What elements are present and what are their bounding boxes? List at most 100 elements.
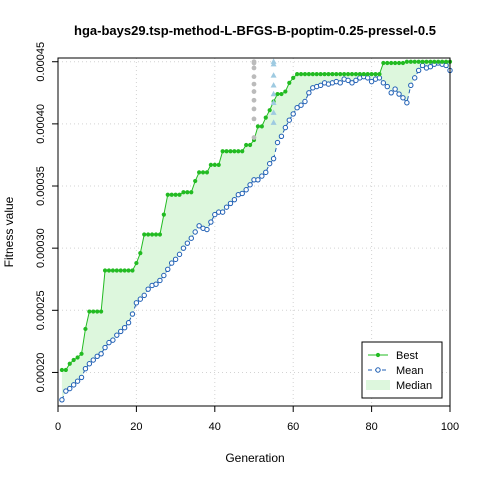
mean-point <box>125 320 132 326</box>
outlier-circle <box>251 89 257 94</box>
mean-point <box>145 286 151 292</box>
best-point <box>412 59 417 64</box>
best-point <box>377 72 382 77</box>
best-point <box>310 72 315 77</box>
x-tick-label: 80 <box>365 421 377 433</box>
legend-label: Median <box>396 380 432 392</box>
mean-point <box>278 133 285 140</box>
legend-swatch-median <box>366 380 390 390</box>
best-point <box>216 162 221 167</box>
mean-point <box>274 139 281 146</box>
mean-point <box>247 182 253 188</box>
outlier-triangle <box>270 99 277 105</box>
mean-point <box>129 311 136 317</box>
mean-point <box>176 251 183 258</box>
mean-point <box>161 272 167 279</box>
best-point <box>153 232 159 237</box>
mean-line <box>61 62 451 400</box>
outlier-circle <box>251 74 257 80</box>
x-axis-label: Generation <box>225 451 284 465</box>
best-point <box>381 60 386 66</box>
best-point <box>208 162 213 167</box>
mean-point <box>243 187 249 193</box>
best-point <box>428 59 433 64</box>
best-point <box>75 355 80 360</box>
x-tick-label: 0 <box>55 421 61 433</box>
mean-point <box>290 111 296 117</box>
best-point <box>236 149 241 154</box>
mean-point <box>404 100 410 106</box>
best-point <box>71 357 76 363</box>
best-point <box>193 178 198 184</box>
x-tick-label: 20 <box>130 421 142 433</box>
best-point <box>200 170 206 175</box>
best-point <box>400 60 406 66</box>
outlier-triangle <box>270 82 277 88</box>
best-point <box>263 115 268 120</box>
best-point <box>373 72 378 77</box>
mean-point <box>180 245 187 251</box>
best-point <box>291 75 296 80</box>
best-point <box>283 89 288 94</box>
best-point <box>181 190 186 195</box>
best-point <box>385 60 390 66</box>
best-series <box>59 59 453 373</box>
mean-point <box>219 209 226 215</box>
best-point <box>408 59 413 64</box>
chart-title: hga-bays29.tsp-method-L-BFGS-B-poptim-0.… <box>74 23 436 38</box>
mean-point <box>427 64 434 70</box>
outlier-circle <box>251 106 257 112</box>
best-point <box>389 60 394 66</box>
best-point <box>334 72 339 77</box>
outlier-triangle <box>270 119 277 125</box>
mean-point <box>70 382 77 388</box>
best-point <box>255 124 261 129</box>
mean-point <box>384 83 390 90</box>
mean-point <box>255 177 261 183</box>
best-point <box>114 268 119 273</box>
mean-point <box>353 77 359 84</box>
mean-point <box>102 344 108 351</box>
mean-point <box>337 80 343 86</box>
axes: 0 20 40 60 80 100 0.00020 0.00025 0.00030 0.00035… <box>35 42 459 433</box>
legend-label: Best <box>396 350 418 362</box>
best-point <box>416 59 421 64</box>
best-point <box>212 162 217 167</box>
outlier-circle <box>251 60 257 66</box>
best-point <box>275 91 280 97</box>
best-point <box>110 268 115 273</box>
best-point <box>138 251 143 256</box>
y-tick-label: 0.00025 <box>35 290 47 330</box>
mean-point <box>184 240 191 246</box>
best-point <box>157 232 163 237</box>
legend-point-mean <box>375 367 381 373</box>
best-point <box>83 326 88 332</box>
outlier-triangle <box>270 72 277 78</box>
mean-point <box>286 117 292 123</box>
outlier-triangle <box>270 90 277 97</box>
mean-point <box>74 378 81 384</box>
y-axis-label: Fitness value <box>2 196 16 267</box>
outlier-circle <box>251 65 257 71</box>
best-point <box>197 170 202 175</box>
mean-point <box>172 256 179 263</box>
best-point <box>122 268 127 273</box>
mean-point <box>239 190 245 197</box>
mean-point <box>192 229 198 235</box>
best-point <box>318 72 323 77</box>
best-point <box>330 72 335 77</box>
best-point <box>118 268 123 273</box>
best-point <box>349 72 355 77</box>
mean-point <box>94 353 100 359</box>
mean-point <box>153 281 159 287</box>
mean-point <box>317 82 324 89</box>
best-point <box>102 268 108 273</box>
best-point <box>361 72 366 77</box>
mean-point <box>396 91 402 97</box>
plot-border <box>57 57 451 407</box>
mean-point <box>302 98 308 105</box>
mean-point <box>368 78 375 85</box>
best-point <box>142 232 147 237</box>
mean-point <box>408 82 414 89</box>
mean-point <box>208 219 214 225</box>
